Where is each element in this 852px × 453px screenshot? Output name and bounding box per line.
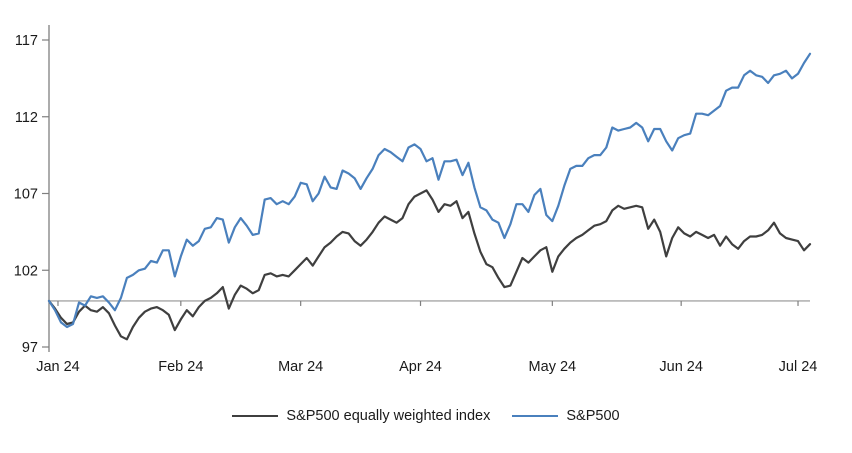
x-axis-label: Feb 24 bbox=[158, 359, 203, 375]
y-axis-label: 97 bbox=[22, 340, 38, 356]
legend-line-sample-equal-weight bbox=[232, 415, 279, 417]
legend-label-equal-weight: S&P500 equally weighted index bbox=[286, 408, 491, 424]
y-axis-label: 112 bbox=[15, 110, 38, 126]
legend-line-sample-sp500 bbox=[512, 415, 559, 417]
legend-label-sp500: S&P500 bbox=[566, 408, 620, 424]
x-axis-label: Mar 24 bbox=[278, 359, 323, 375]
y-axis-label: 117 bbox=[15, 33, 38, 49]
x-axis-label: Apr 24 bbox=[399, 359, 442, 375]
equal-weight-line bbox=[47, 189, 812, 341]
legend: S&P500 equally weighted index S&P500 bbox=[0, 404, 852, 428]
y-axis-label: 107 bbox=[14, 187, 38, 203]
sp500-line bbox=[47, 52, 812, 329]
x-axis-label: Jun 24 bbox=[659, 359, 703, 375]
legend-item-sp500: S&P500 bbox=[512, 408, 620, 424]
y-axis-label: 102 bbox=[14, 263, 38, 279]
x-axis-label: Jul 24 bbox=[779, 359, 818, 375]
x-axis-label: Jan 24 bbox=[36, 359, 80, 375]
x-axis-label: May 24 bbox=[529, 359, 577, 375]
legend-item-equal-weight: S&P500 equally weighted index bbox=[232, 408, 490, 424]
